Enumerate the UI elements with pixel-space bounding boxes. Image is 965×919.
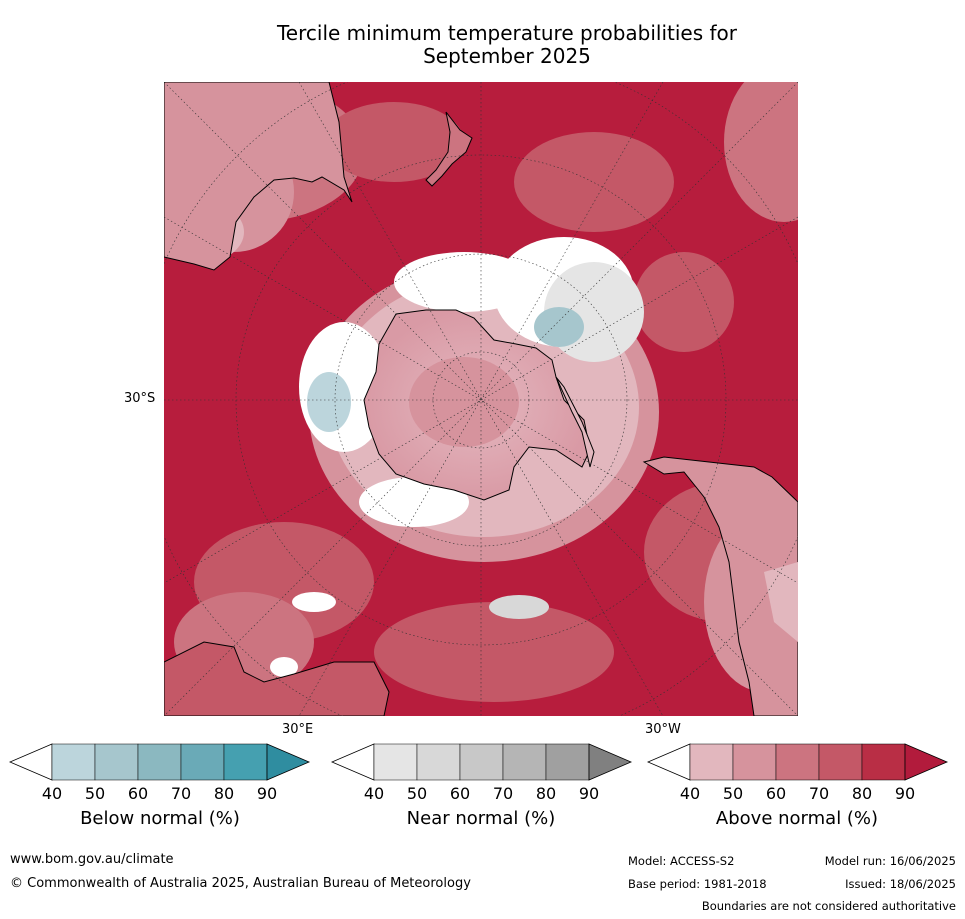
cb2-tick-40: 40 xyxy=(679,784,701,803)
cb1-tick-80: 80 xyxy=(535,784,557,803)
cb2-seg-0 xyxy=(646,743,691,781)
cb0-tick-40: 40 xyxy=(41,784,63,803)
website-link[interactable]: www.bom.gov.au/climate xyxy=(10,852,174,867)
cb0-seg-1 xyxy=(51,743,96,781)
colorbar-above-svg xyxy=(646,743,949,781)
colorbar-below-normal xyxy=(8,742,312,784)
issued-date: Issued: 18/06/2025 xyxy=(845,877,956,891)
copyright-notice: © Commonwealth of Australia 2025, Austra… xyxy=(10,876,471,891)
cb2-seg-3 xyxy=(775,743,820,781)
cb1-tick-70: 70 xyxy=(492,784,514,803)
cb2-tick-50: 50 xyxy=(722,784,744,803)
cb1-seg-5 xyxy=(545,743,590,781)
cb1-seg-1 xyxy=(373,743,418,781)
cb0-seg-6 xyxy=(266,743,311,781)
cb0-seg-0 xyxy=(8,743,53,781)
cb0-tick-90: 90 xyxy=(256,784,278,803)
new-zealand-coast xyxy=(425,111,473,187)
lon-label-30w: 30°W xyxy=(645,722,681,737)
cb0-seg-4 xyxy=(180,743,225,781)
title-line-1: Tercile minimum temperature probabilitie… xyxy=(276,21,738,45)
cb1-seg-4 xyxy=(502,743,547,781)
colorbar-near-normal xyxy=(330,742,634,784)
cb1-tick-50: 50 xyxy=(406,784,428,803)
cb0-seg-3 xyxy=(137,743,182,781)
near-normal-patches xyxy=(270,237,644,677)
cb1-seg-0 xyxy=(330,743,375,781)
cb0-tick-80: 80 xyxy=(213,784,235,803)
lat-label-30s: 30°S xyxy=(124,391,156,406)
colorbar-near-svg xyxy=(330,743,633,781)
model-name: Model: ACCESS-S2 xyxy=(628,854,735,868)
cb2-seg-4 xyxy=(818,743,863,781)
cb2-seg-1 xyxy=(689,743,734,781)
cb1-tick-40: 40 xyxy=(363,784,385,803)
colorbar-title-above: Above normal (%) xyxy=(715,808,879,829)
cb2-tick-90: 90 xyxy=(894,784,916,803)
cb1-seg-3 xyxy=(459,743,504,781)
title-line-2: September 2025 xyxy=(423,44,591,68)
cb1-tick-60: 60 xyxy=(449,784,471,803)
colorbar-title-near: Near normal (%) xyxy=(406,808,556,829)
base-period: Base period: 1981-2018 xyxy=(628,877,767,891)
cb1-tick-90: 90 xyxy=(578,784,600,803)
colorbar-below-svg xyxy=(8,743,311,781)
cb0-tick-70: 70 xyxy=(170,784,192,803)
cb2-tick-80: 80 xyxy=(851,784,873,803)
colorbar-above-normal xyxy=(646,742,950,784)
lon-label-30e: 30°E xyxy=(282,722,314,737)
cb0-tick-60: 60 xyxy=(127,784,149,803)
cb2-tick-60: 60 xyxy=(765,784,787,803)
map-title: Tercile minimum temperature probabilitie… xyxy=(160,22,854,68)
cb0-seg-5 xyxy=(223,743,268,781)
cb1-seg-6 xyxy=(588,743,633,781)
antarctica-interior xyxy=(409,357,519,447)
colorbar-title-below: Below normal (%) xyxy=(80,808,240,829)
cb0-tick-50: 50 xyxy=(84,784,106,803)
map-svg xyxy=(135,54,844,746)
south-america-coast xyxy=(642,456,799,717)
model-run-date: Model run: 16/06/2025 xyxy=(824,854,956,868)
probability-map xyxy=(135,54,844,746)
cb1-seg-2 xyxy=(416,743,461,781)
antarctic-peninsula xyxy=(555,376,595,468)
cb2-seg-5 xyxy=(861,743,906,781)
cb2-tick-70: 70 xyxy=(808,784,830,803)
boundary-disclaimer: Boundaries are not considered authoritat… xyxy=(701,899,956,913)
south-america-highlands xyxy=(764,562,798,642)
cb2-seg-6 xyxy=(904,743,949,781)
cb0-seg-2 xyxy=(94,743,139,781)
cb2-seg-2 xyxy=(732,743,777,781)
